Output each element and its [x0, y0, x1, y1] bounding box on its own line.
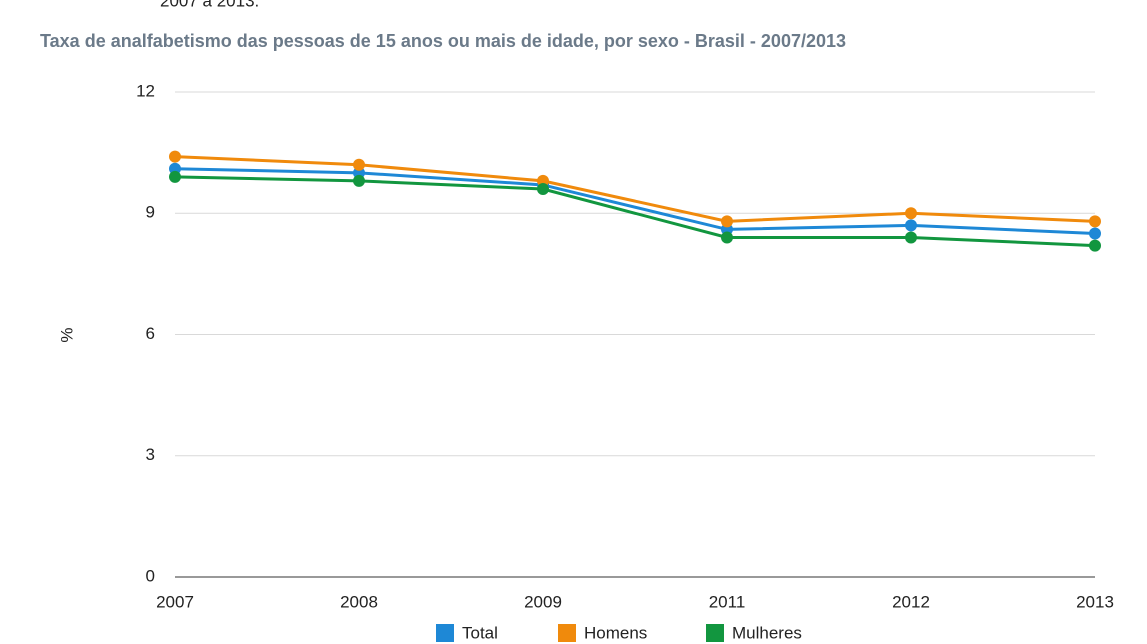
x-tick-label: 2008	[340, 592, 378, 611]
y-axis-label: %	[57, 327, 76, 342]
data-point	[169, 150, 181, 163]
data-point	[169, 170, 181, 183]
data-point	[353, 174, 365, 187]
data-point	[905, 231, 917, 244]
series-line	[174, 155, 1096, 223]
legend-label: Total	[462, 623, 498, 642]
legend-label: Homens	[584, 623, 647, 642]
y-tick-label: 9	[146, 203, 155, 222]
chart-title: Taxa de analfabetismo das pessoas de 15 …	[40, 31, 846, 51]
x-tick-label: 2007	[156, 592, 194, 611]
legend-label: Mulheres	[732, 623, 802, 642]
x-tick-label: 2013	[1076, 592, 1114, 611]
series-line	[174, 167, 1096, 235]
legend-swatch	[706, 624, 724, 642]
data-point	[353, 158, 365, 171]
y-tick-label: 3	[146, 445, 155, 464]
data-point	[1089, 227, 1101, 240]
x-tick-label: 2012	[892, 592, 930, 611]
data-point	[905, 219, 917, 232]
y-tick-label: 0	[146, 566, 155, 585]
x-tick-label: 2009	[524, 592, 562, 611]
y-tick-label: 6	[146, 324, 155, 343]
legend-swatch	[436, 624, 454, 642]
y-tick-label: 12	[136, 81, 155, 100]
x-tick-label: 2011	[709, 592, 746, 611]
data-point	[721, 215, 733, 228]
data-point	[1089, 239, 1101, 252]
data-point	[905, 207, 917, 220]
legend-swatch	[558, 624, 576, 642]
series-line	[174, 175, 1096, 248]
data-point	[1089, 215, 1101, 228]
data-point	[721, 231, 733, 244]
data-point	[537, 183, 549, 195]
caption: 2007 a 2013.	[160, 0, 259, 10]
